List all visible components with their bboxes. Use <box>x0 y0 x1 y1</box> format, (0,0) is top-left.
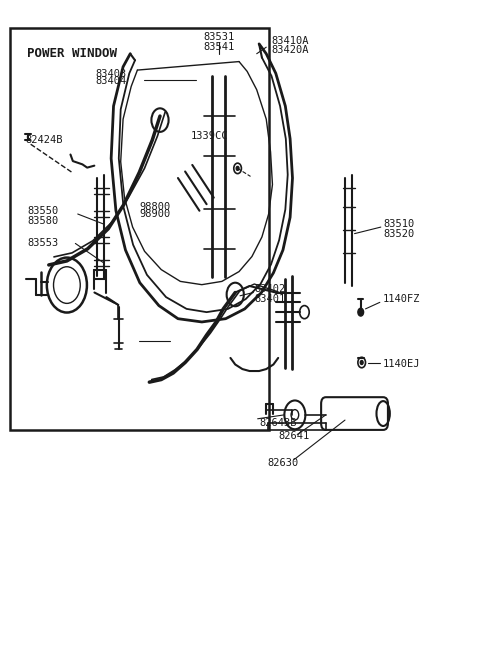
Text: 83402: 83402 <box>254 284 286 294</box>
Text: 83580: 83580 <box>28 215 59 225</box>
Text: 83541: 83541 <box>203 42 234 52</box>
Text: 82630: 82630 <box>267 458 299 468</box>
Text: 83531: 83531 <box>203 32 234 42</box>
Text: 1140FZ: 1140FZ <box>383 294 420 304</box>
Text: 83510: 83510 <box>383 219 414 229</box>
Text: 83410A: 83410A <box>271 35 309 45</box>
Text: 82643B: 82643B <box>259 419 297 428</box>
Text: 1339CC: 1339CC <box>191 131 228 141</box>
Text: 82641: 82641 <box>278 432 310 442</box>
Circle shape <box>358 308 364 316</box>
Text: 83553: 83553 <box>28 238 59 248</box>
Text: 83550: 83550 <box>28 206 59 215</box>
Text: 82424B: 82424B <box>25 135 63 145</box>
Bar <box>10 28 269 430</box>
Circle shape <box>360 361 363 365</box>
Text: 83401: 83401 <box>254 294 286 304</box>
Text: POWER WINDOW: POWER WINDOW <box>27 47 117 60</box>
Text: 83520: 83520 <box>383 229 414 238</box>
Text: 98800: 98800 <box>139 202 170 212</box>
Circle shape <box>236 166 239 170</box>
Text: 98900: 98900 <box>139 209 170 219</box>
Text: 1140EJ: 1140EJ <box>383 359 420 369</box>
Text: 83420A: 83420A <box>271 45 309 55</box>
Text: 83403: 83403 <box>95 69 126 79</box>
Text: 83404: 83404 <box>95 76 126 86</box>
